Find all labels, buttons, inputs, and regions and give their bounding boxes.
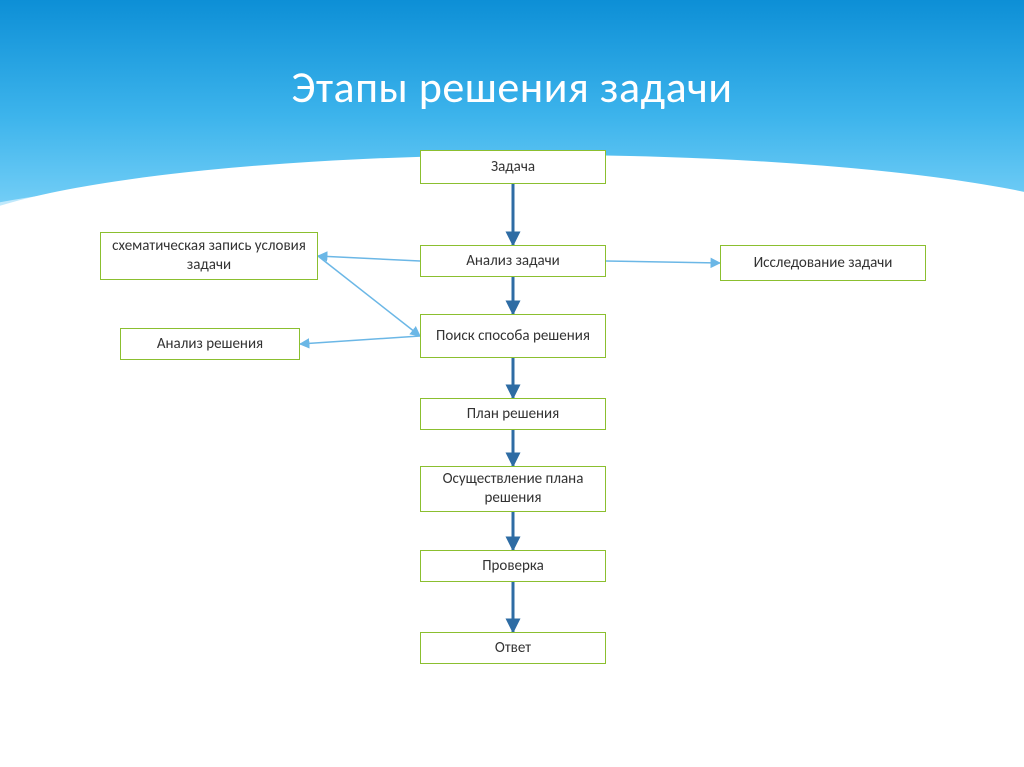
- edge-analysis-schema: [318, 256, 420, 261]
- node-task: Задача: [420, 150, 606, 184]
- node-search: Поиск способа решения: [420, 314, 606, 358]
- edge-search-solan: [300, 336, 420, 344]
- edge-analysis-research: [606, 261, 720, 263]
- node-solan: Анализ решения: [120, 328, 300, 360]
- node-exec: Осуществление плана решения: [420, 466, 606, 512]
- node-analysis: Анализ задачи: [420, 245, 606, 277]
- node-answer: Ответ: [420, 632, 606, 664]
- node-plan: План решения: [420, 398, 606, 430]
- node-check: Проверка: [420, 550, 606, 582]
- node-research: Исследование задачи: [720, 245, 926, 281]
- edge-schema-search: [318, 256, 420, 336]
- node-schema: схематическая запись условия задачи: [100, 232, 318, 280]
- flowchart: Задача Анализ задачи схематическая запись …: [0, 0, 1024, 767]
